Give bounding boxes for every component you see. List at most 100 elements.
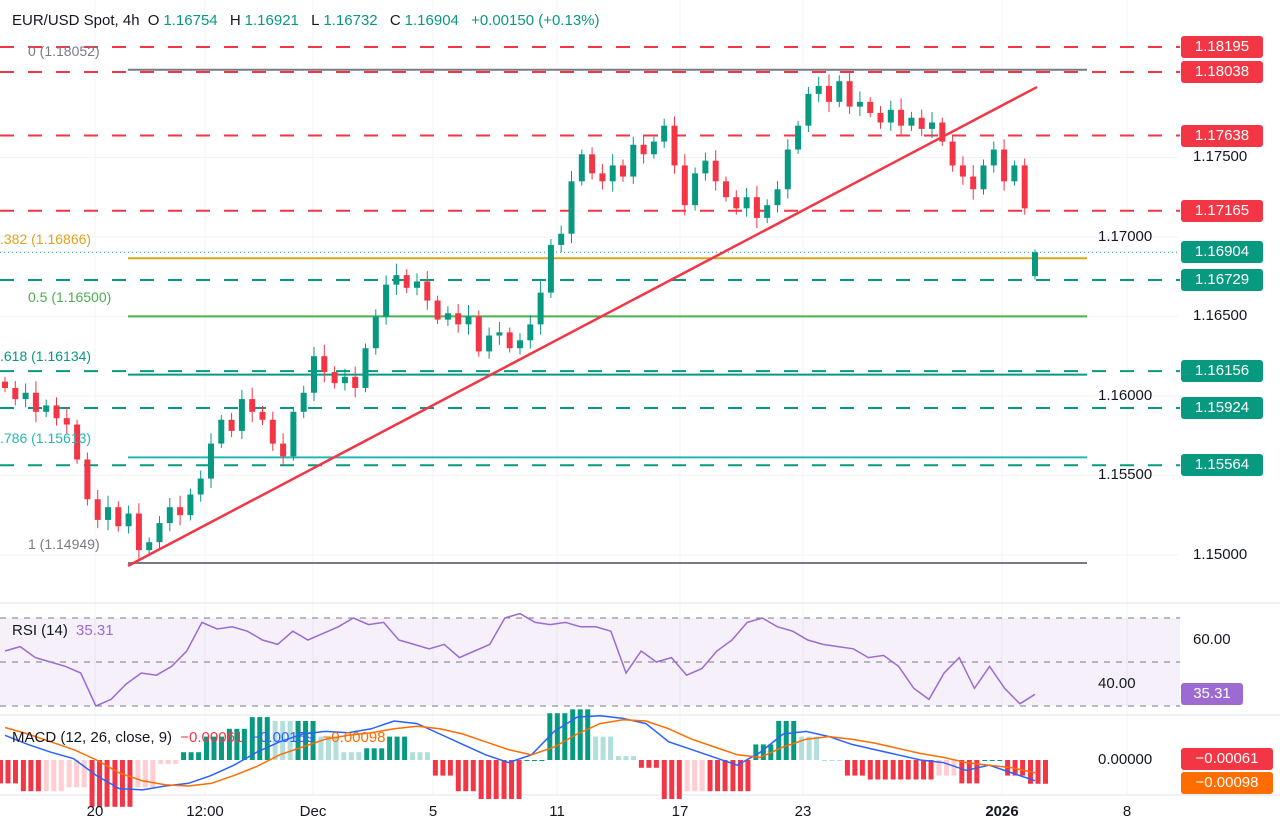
- macd-histogram-bar: [58, 760, 64, 792]
- candle-body: [383, 284, 390, 317]
- macd-histogram-bar: [554, 713, 560, 760]
- macd-histogram-bar: [509, 760, 515, 799]
- candle-body: [352, 376, 359, 388]
- macd-histogram-bar: [440, 760, 446, 776]
- macd-histogram-bar: [882, 760, 888, 780]
- time-axis-tick: 23: [794, 803, 812, 820]
- macd-histogram-bar: [20, 760, 26, 792]
- candle-body: [774, 189, 781, 206]
- macd-label: MACD (12, 26, close, 9): [12, 729, 173, 746]
- candle-body: [465, 316, 472, 325]
- candle-body: [74, 424, 81, 460]
- macd-histogram-bar: [646, 760, 652, 768]
- macd-histogram-bar: [241, 728, 247, 760]
- macd-histogram-bar: [402, 736, 408, 760]
- macd-badge: −0.00061: [1181, 748, 1273, 770]
- macd-histogram-bar: [890, 760, 896, 780]
- rsi-line: [4, 612, 1036, 707]
- macd-histogram-bar: [577, 709, 583, 760]
- macd-histogram-bar: [707, 760, 713, 792]
- macd-histogram-bar: [616, 756, 621, 760]
- macd-histogram-bar: [181, 752, 187, 760]
- macd-histogram-bar: [66, 760, 72, 788]
- macd-histogram-bar: [608, 736, 614, 760]
- candle-body: [959, 165, 966, 177]
- fib-level-label: .382 (1.16866): [0, 231, 92, 248]
- rsi-legend: RSI (14) 35.31: [12, 622, 118, 639]
- macd-signal-value: −0.00159: [251, 729, 315, 746]
- close-value: 1.16904: [404, 12, 459, 29]
- macd-histogram-bar: [188, 752, 194, 760]
- candle-body: [146, 542, 153, 551]
- candle-body: [455, 313, 462, 325]
- macd-histogram-bar: [722, 760, 728, 792]
- macd-histogram-bar: [249, 717, 255, 760]
- macd-histogram-bar: [486, 760, 492, 799]
- candle-body: [1011, 165, 1018, 182]
- candle-body: [187, 494, 194, 516]
- macd-histogram-bar: [669, 760, 675, 799]
- candle-body: [898, 109, 905, 126]
- macd-histogram-bar: [737, 760, 743, 792]
- macd-histogram-bar: [799, 736, 805, 760]
- macd-histogram-bar: [661, 760, 667, 799]
- macd-histogram-bar: [28, 760, 34, 792]
- macd-histogram-bar: [0, 760, 3, 784]
- candle-body: [321, 356, 328, 373]
- candle-body: [620, 165, 626, 177]
- candle-body: [1032, 252, 1038, 277]
- candle-body: [640, 144, 647, 155]
- rsi-axis-tick: 60.00: [1193, 631, 1231, 648]
- candle-body: [403, 275, 410, 288]
- candle-body: [764, 205, 771, 218]
- candle-body: [980, 165, 987, 190]
- macd-histogram-bar: [570, 709, 576, 760]
- macd-histogram-bar: [867, 760, 873, 780]
- fib-level-label: .618 (1.16134): [0, 347, 92, 364]
- candle-body: [259, 411, 266, 420]
- macd-histogram-bar: [325, 736, 331, 760]
- support-badge: 1.15924: [1181, 396, 1263, 419]
- macd-histogram-bar: [593, 736, 599, 760]
- macd-axis-tick: 0.00000: [1098, 751, 1153, 768]
- candle-body: [650, 141, 657, 155]
- rsi-axis-tick: 40.00: [1098, 675, 1136, 692]
- candle-body: [372, 316, 379, 349]
- candle-body: [269, 419, 276, 444]
- macd-histogram-bar: [585, 709, 591, 760]
- macd-histogram-bar: [303, 721, 309, 760]
- candle-body: [826, 85, 832, 102]
- low-label: L: [311, 12, 320, 29]
- time-axis-tick: 11: [549, 803, 565, 820]
- macd-histogram-bar: [951, 760, 957, 776]
- macd-histogram-bar: [730, 760, 736, 792]
- candle-body: [517, 340, 523, 349]
- macd-histogram-bar: [13, 760, 18, 784]
- candle-body: [506, 332, 513, 349]
- macd-histogram-bar: [921, 760, 927, 780]
- current-price-badge: 1.16904: [1181, 241, 1263, 264]
- low-value: 1.16732: [323, 12, 378, 29]
- symbol-legend: EUR/USD Spot, 4h O 1.16754 H 1.16921 L 1.16…: [12, 12, 604, 29]
- macd-histogram-bar: [74, 760, 80, 788]
- candle-body: [311, 356, 317, 393]
- candle-body: [908, 117, 915, 126]
- candle-body: [290, 411, 297, 457]
- candle-body: [1021, 165, 1028, 209]
- candle-body: [815, 85, 822, 94]
- price-axis-tick: 1.16000: [1098, 386, 1153, 404]
- candle-body: [589, 154, 596, 174]
- macd-histogram-bar: [806, 736, 812, 760]
- macd-histogram-bar: [97, 760, 103, 807]
- resistance-badge: 1.17165: [1181, 199, 1263, 222]
- candle-body: [578, 154, 585, 182]
- macd-histogram-bar: [257, 717, 263, 760]
- macd-histogram-bar: [631, 756, 636, 760]
- candle-body: [341, 376, 348, 384]
- macd-histogram-bar: [89, 760, 95, 807]
- macd-histogram-bar: [104, 760, 110, 807]
- candle-body: [156, 523, 163, 543]
- macd-histogram-bar: [234, 728, 240, 760]
- macd-histogram-bar: [829, 760, 835, 761]
